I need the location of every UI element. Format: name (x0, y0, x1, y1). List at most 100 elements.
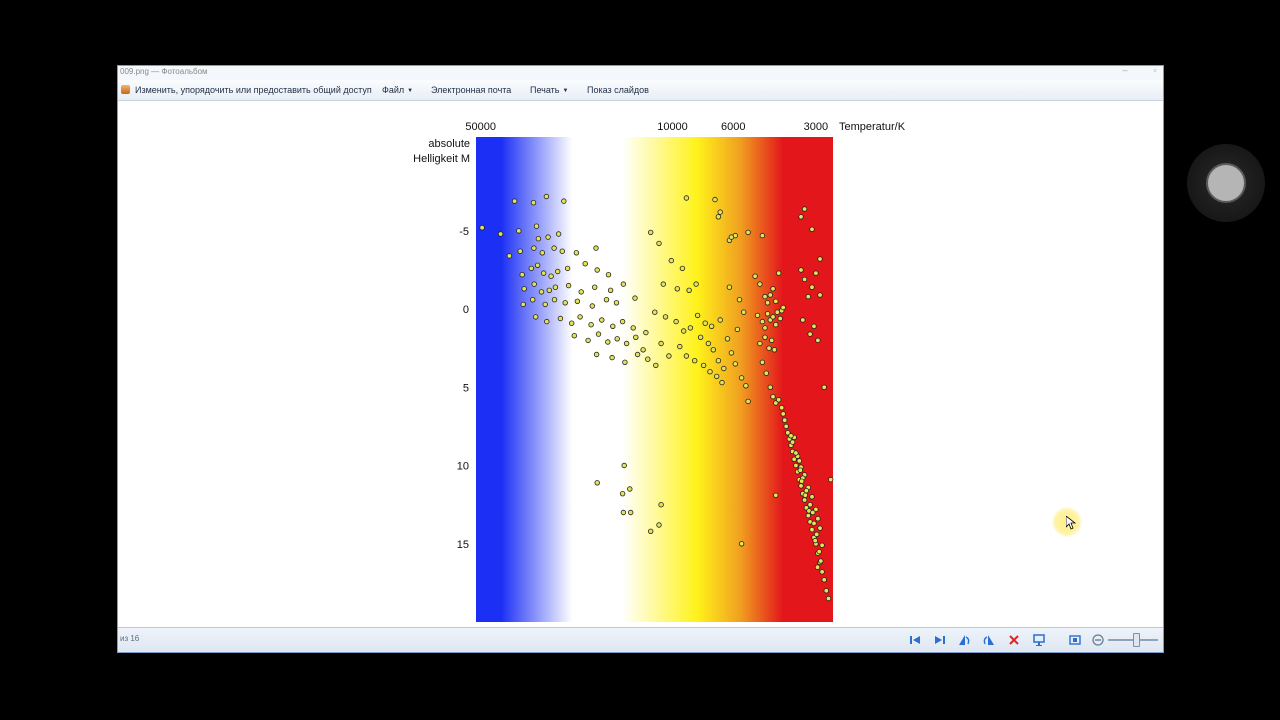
star-point (814, 564, 821, 570)
floating-record-button[interactable] (1187, 144, 1265, 222)
image-counter: из 16 (120, 634, 140, 643)
star-point (479, 224, 485, 231)
slideshow-icon[interactable] (1032, 633, 1046, 647)
star-point (817, 292, 823, 298)
star-point (828, 476, 834, 483)
star-point (773, 298, 779, 304)
star-point (717, 317, 723, 323)
menu-item-print[interactable]: Печать ▼ (530, 85, 568, 95)
star-point (592, 284, 598, 290)
star-point (552, 284, 559, 290)
zoom-out-icon[interactable] (1091, 633, 1105, 647)
x-tick-label: 50000 (465, 121, 496, 133)
star-point (548, 273, 554, 279)
star-point (539, 250, 545, 256)
zoom-slider-thumb[interactable] (1133, 633, 1140, 647)
fit-icon[interactable] (1068, 633, 1082, 647)
star-point (555, 268, 561, 275)
star-point (811, 520, 817, 527)
star-point (814, 531, 820, 538)
star-point (511, 198, 518, 204)
star-point (595, 331, 602, 337)
star-point (805, 293, 811, 300)
star-point (776, 397, 782, 403)
star-point (712, 196, 718, 203)
star-point (752, 273, 758, 279)
menu-item-slideshow[interactable]: Показ слайдов (587, 85, 649, 95)
star-point (634, 351, 641, 358)
star-point (708, 323, 715, 329)
star-point (815, 516, 821, 522)
star-point (791, 456, 797, 462)
star-point (809, 284, 815, 290)
hr-diagram-chart: 50000 10000 6000 3000 -5 0 5 10 15 Temperatur/K… (413, 121, 906, 622)
last-icon[interactable] (933, 633, 947, 647)
star-point (681, 328, 687, 334)
star-point (614, 336, 620, 342)
menu-item-email[interactable]: Электронная почта (431, 85, 511, 95)
maximize-icon[interactable]: ▫ (1153, 65, 1157, 75)
rotate-right-icon[interactable] (982, 633, 996, 647)
star-point (520, 301, 526, 308)
star-point (666, 353, 672, 359)
star-point (771, 347, 778, 353)
star-point (574, 298, 581, 304)
star-point (542, 301, 548, 308)
star-point (543, 193, 550, 200)
star-point (809, 494, 815, 500)
star-point (714, 373, 720, 380)
image-viewer[interactable]: 50000 10000 6000 3000 -5 0 5 10 15 Temperatur/K… (118, 101, 1163, 628)
star-point (652, 309, 658, 315)
star-point (770, 394, 776, 400)
menu-bar: Изменить, упорядочить или предоставить о… (118, 80, 1163, 101)
star-point (594, 480, 600, 486)
star-point (801, 497, 808, 503)
star-point (544, 318, 550, 325)
star-point (764, 300, 771, 306)
delete-icon[interactable] (1007, 633, 1021, 647)
star-point (738, 541, 745, 547)
star-point (702, 320, 708, 326)
x-tick-label: 10000 (657, 121, 688, 133)
star-point (759, 359, 766, 365)
menu-item-file[interactable]: Файл ▼ (382, 85, 413, 95)
star-point (745, 229, 751, 236)
menu-item-label: Показ слайдов (587, 85, 649, 95)
star-point (648, 229, 654, 236)
star-point (825, 595, 832, 602)
star-point (599, 317, 605, 323)
star-point (783, 423, 789, 430)
rotate-left-icon[interactable] (957, 633, 971, 647)
star-point (759, 232, 766, 239)
x-axis-label: Temperatur/K (839, 121, 906, 133)
star-point (799, 478, 805, 484)
star-point (517, 248, 523, 254)
window-title: 009.png — Фотоальбом (120, 67, 208, 76)
star-point (762, 293, 768, 300)
menu-item-edit-share[interactable]: Изменить, упорядочить или предоставить о… (121, 85, 372, 95)
title-bar: 009.png — Фотоальбом – ▫ (118, 66, 1163, 80)
star-point (569, 320, 575, 326)
minimize-icon[interactable]: – (1122, 65, 1128, 75)
y-tick-label: -5 (459, 226, 469, 238)
star-point (531, 245, 537, 251)
star-point (506, 253, 513, 259)
first-icon[interactable] (908, 633, 922, 647)
star-point (551, 296, 558, 303)
star-point (707, 369, 713, 375)
menu-item-label: Изменить, упорядочить или предоставить о… (135, 85, 372, 95)
star-point (780, 411, 786, 417)
star-point (797, 467, 803, 473)
star-point (533, 314, 539, 320)
caret-down-icon: ▼ (407, 88, 414, 94)
star-point (798, 483, 804, 489)
star-point (562, 300, 568, 306)
star-point (777, 315, 783, 322)
star-point (668, 257, 674, 264)
star-point (632, 295, 638, 301)
star-point (621, 462, 627, 469)
star-point (530, 199, 537, 206)
star-point (788, 433, 794, 439)
star-point (677, 343, 683, 350)
star-point (812, 537, 818, 544)
